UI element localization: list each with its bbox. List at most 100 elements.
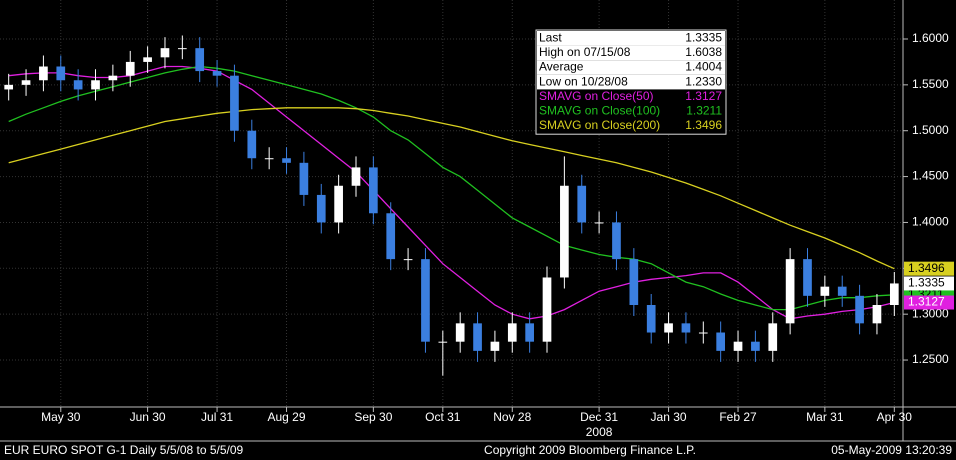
- candle-body: [612, 222, 621, 260]
- last-value-tag: [904, 261, 954, 276]
- footer-right: 05-May-2009 13:20:39: [831, 443, 952, 457]
- candle-body: [542, 277, 552, 342]
- legend-value: 1.6038: [685, 45, 722, 59]
- candle-body: [646, 304, 656, 333]
- candle-body: [803, 259, 812, 296]
- candle-body: [73, 80, 83, 90]
- legend-value: 1.4004: [685, 60, 722, 74]
- legend-row-bg: [537, 60, 725, 75]
- moving-average-line: [8, 107, 895, 270]
- legend-value: 1.3335: [685, 30, 722, 44]
- x-tick-label: Sep 30: [354, 410, 392, 424]
- candle-body: [351, 167, 361, 186]
- legend-row-bg: [537, 45, 725, 61]
- candle-body: [369, 167, 378, 214]
- candle-body: [577, 185, 587, 223]
- candle-body: [820, 286, 830, 296]
- y-tick-label: 1.3000: [912, 306, 949, 320]
- legend-entry: SMAVG on Close(100): [539, 103, 660, 117]
- candle-body: [125, 61, 135, 76]
- candle-body: [455, 323, 465, 342]
- x-tick-label: Dec 31: [580, 410, 618, 424]
- candle-body: [230, 75, 239, 131]
- x-sublabel: 2008: [586, 425, 613, 439]
- moving-average-line: [8, 65, 895, 311]
- x-tick-label: Feb 27: [719, 410, 757, 424]
- legend-label: Low on 10/28/08: [539, 74, 628, 88]
- candle-body: [664, 323, 673, 333]
- last-value-tag: [904, 295, 954, 310]
- candle-body: [195, 48, 205, 72]
- candle-body: [56, 66, 66, 81]
- candle-body: [733, 341, 743, 351]
- candle-body: [525, 323, 534, 342]
- legend-label: Average: [539, 60, 584, 74]
- candle-body: [438, 341, 448, 343]
- candle-body: [490, 341, 500, 351]
- y-tick-label: 1.5000: [912, 123, 949, 137]
- last-value-tag: [904, 276, 954, 291]
- last-value-label: 1.3127: [908, 295, 945, 309]
- candle-body: [212, 71, 222, 76]
- footer-left: EUR EURO SPOT G-1 Daily 5/5/08 to 5/5/09: [4, 443, 244, 457]
- candle-body: [334, 185, 343, 223]
- legend-entry: SMAVG on Close(50): [539, 89, 654, 103]
- candle-body: [316, 194, 326, 223]
- x-tick-label: May 30: [41, 410, 81, 424]
- x-tick-label: Mar 31: [806, 410, 844, 424]
- x-tick-label: Jun 30: [130, 410, 166, 424]
- candle-body: [872, 304, 882, 324]
- y-tick-label: 1.4000: [912, 215, 949, 229]
- candle-body: [889, 283, 899, 305]
- x-tick-label: Aug 29: [268, 410, 306, 424]
- candle-body: [403, 259, 413, 261]
- candle-body: [751, 341, 760, 351]
- candle-body: [143, 57, 152, 62]
- candle-body: [21, 80, 31, 85]
- y-tick-label: 1.5500: [912, 77, 949, 91]
- y-tick-label: 1.2500: [912, 352, 949, 366]
- last-value-label: 1.3335: [908, 276, 945, 290]
- candle-body: [421, 259, 430, 342]
- candle-body: [785, 259, 795, 324]
- candle-body: [768, 323, 778, 351]
- candle-body: [386, 213, 396, 260]
- legend-label: Last: [539, 30, 562, 44]
- candle-body: [91, 80, 100, 90]
- candle-body: [247, 130, 257, 159]
- legend-value: 1.3496: [685, 118, 722, 132]
- candle-body: [160, 48, 170, 58]
- candle-body: [594, 222, 604, 224]
- candle-body: [629, 259, 639, 305]
- candle-body: [299, 162, 309, 195]
- y-tick-label: 1.4500: [912, 169, 949, 183]
- candle-body: [108, 75, 118, 81]
- candle-body: [560, 185, 569, 278]
- legend-value: 1.3127: [685, 89, 722, 103]
- legend-value: 1.2330: [685, 74, 722, 88]
- footer-center: Copyright 2009 Bloomberg Finance L.P.: [484, 443, 696, 457]
- candle-body: [39, 66, 48, 81]
- legend-label: High on 07/15/08: [539, 45, 631, 59]
- moving-average-line: [8, 65, 895, 320]
- last-value-label: 1.3496: [908, 261, 945, 275]
- legend-value: 1.3211: [686, 103, 722, 117]
- candle-body: [473, 323, 482, 351]
- candle-body: [855, 295, 864, 324]
- candle-body: [681, 323, 691, 333]
- x-tick-label: Jan 30: [651, 410, 687, 424]
- candle-body: [282, 158, 291, 163]
- legend-entry: SMAVG on Close(200): [539, 118, 660, 132]
- candle-body: [177, 48, 187, 50]
- x-tick-label: Nov 28: [493, 410, 531, 424]
- x-tick-label: Apr 30: [877, 410, 913, 424]
- candle-body: [716, 332, 726, 351]
- legend-row-bg: [537, 74, 725, 90]
- x-tick-label: Oct 31: [425, 410, 461, 424]
- candle-body: [264, 158, 274, 160]
- x-tick-label: Jul 31: [201, 410, 233, 424]
- candle-body: [837, 286, 847, 296]
- candle-body: [698, 332, 708, 334]
